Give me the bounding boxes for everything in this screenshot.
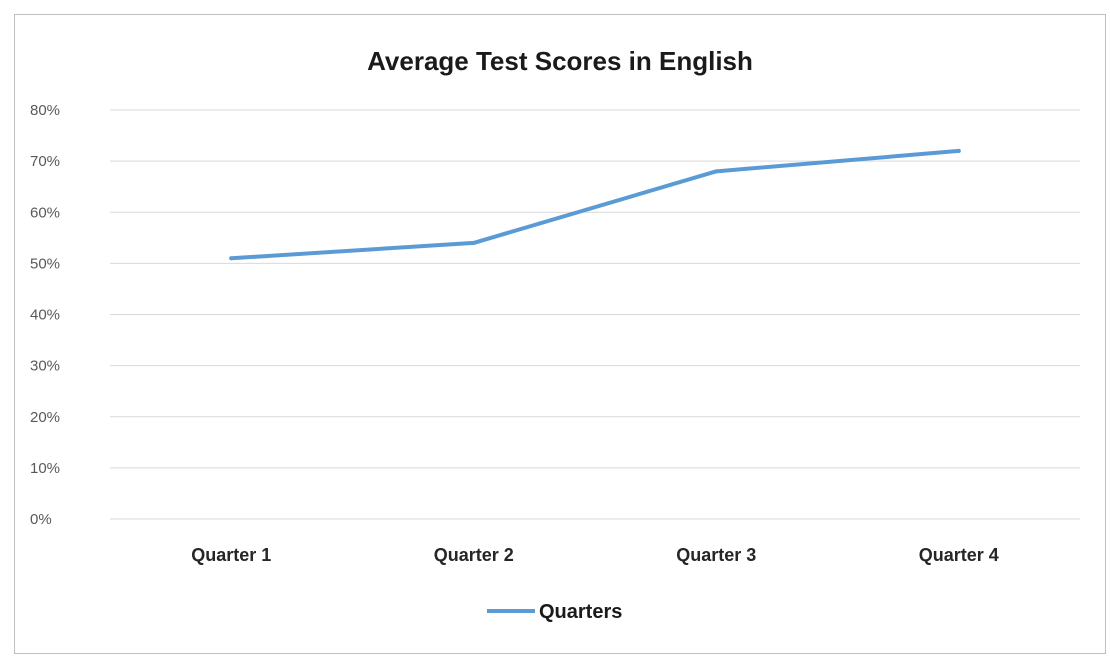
- y-tick-label: 50%: [30, 255, 60, 272]
- y-tick-label: 30%: [30, 358, 60, 375]
- gridlines: [110, 109, 1080, 520]
- data-point: [956, 148, 961, 153]
- legend: Quarters: [487, 601, 622, 623]
- series-line-quarters: [229, 148, 961, 261]
- x-tick-label: Quarter 3: [676, 545, 756, 565]
- data-point: [471, 240, 476, 245]
- y-tick-label: 60%: [30, 204, 60, 221]
- data-point: [229, 256, 234, 261]
- y-tick-label: 0%: [30, 511, 52, 528]
- x-tick-label: Quarter 4: [919, 545, 999, 565]
- x-tick-label: Quarter 1: [191, 545, 271, 565]
- y-tick-label: 70%: [30, 153, 60, 170]
- x-tick-label: Quarter 2: [434, 545, 514, 565]
- y-tick-label: 80%: [30, 102, 60, 119]
- y-axis-ticks: 0% 10% 20% 30% 40% 50% 60% 70% 80%: [30, 102, 60, 528]
- series-layer: [229, 148, 961, 261]
- legend-label-quarters: Quarters: [539, 601, 622, 623]
- y-tick-label: 20%: [30, 409, 60, 426]
- y-tick-label: 40%: [30, 307, 60, 324]
- y-tick-label: 10%: [30, 460, 60, 477]
- chart-frame: [14, 14, 1106, 654]
- data-point: [714, 169, 719, 174]
- x-axis-ticks: Quarter 1 Quarter 2 Quarter 3 Quarter 4: [191, 545, 999, 565]
- chart-title: Average Test Scores in English: [367, 46, 753, 76]
